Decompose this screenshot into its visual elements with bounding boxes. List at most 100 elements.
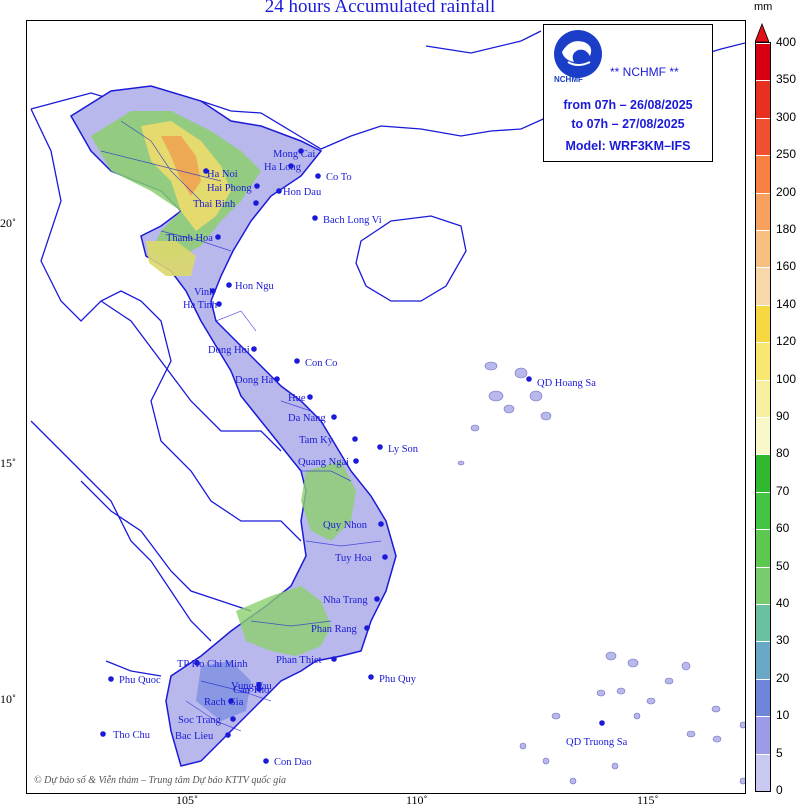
place-label: Rach Gia [204,697,244,708]
lon-tick-label: 115˚ [637,793,659,807]
place-label: Bac Lieu [175,731,214,742]
colorbar-segment [756,117,770,156]
colorbar-segment [756,304,770,343]
place-dot [312,215,318,221]
place-label: Hon Dau [283,187,322,198]
place-label: Dong Ha [235,375,274,386]
place-marker: Ly Son [377,444,419,455]
colorbar-segment [756,641,770,679]
colorbar-segment [756,753,770,791]
colorbar-level-label: 40 [776,596,790,610]
province-lines [100,120,382,732]
credit-text: © Dự báo số & Viễn thám – Trung tâm Dự b… [34,775,287,786]
place-label: Tho Chu [113,730,151,741]
colorbar-level-label: 250 [776,147,797,162]
colorbar-segment [756,566,770,604]
place-label: Co To [326,172,352,183]
place-marker: QD Truong Sa [566,720,628,748]
place-label: QD Hoang Sa [537,378,596,389]
lat-tick-label: 20˚ [0,216,16,230]
colorbar-segment [756,604,770,642]
model-name: Model: WRF3KM–IFS [565,139,691,153]
place-marker: Hon Ngu [226,281,275,292]
colorbar-segment [756,267,770,305]
place-dot [526,376,532,382]
period-from: from 07h – 26/08/2025 [563,98,693,112]
rain-zone-central [301,461,356,541]
lon-tick-label: 110˚ [406,793,428,807]
place-marker: Tho Chu [100,730,151,741]
place-marker: Da Nang [288,413,337,424]
place-label: Thai Binh [193,199,236,210]
colorbar [755,42,771,792]
place-dot [377,444,383,450]
rain-zone-thanhhoa [146,241,196,276]
place-marker: Ha Tinh [183,300,222,311]
place-marker: Vung Tau [231,681,272,692]
colorbar-level-label: 90 [776,409,790,423]
place-dot [256,682,262,688]
place-marker: Dong Ha [235,375,280,386]
colorbar-level-label: 120 [776,334,797,349]
colorbar-level-label: 160 [776,259,797,274]
hainan-island [355,215,467,302]
place-dot [194,660,200,666]
colorbar-level-label: 5 [776,745,783,760]
colorbar-segment [756,529,770,567]
colorbar-segment [756,678,770,717]
org-name: ** NCHMF ** [610,65,679,79]
colorbar-level-label: 300 [776,109,797,124]
place-label: TP Ho Chi Minh [177,659,248,670]
place-label: Nha Trang [323,595,368,606]
place-marker: Soc Trang [178,715,236,726]
place-marker: Quy Nhon [323,520,384,531]
colorbar-segment [756,80,770,118]
hoang-sa-islands [457,361,552,466]
colorbar-level-label: 200 [776,184,797,199]
colorbar-segment [756,230,770,268]
place-label: Soc Trang [178,715,222,726]
place-dot [254,183,260,189]
place-dot [216,301,222,307]
colorbar-segment [756,454,770,492]
place-marker: Bach Long Vi [312,215,382,226]
lon-tick-label: 105˚ [176,793,198,807]
place-dot [378,521,384,527]
place-label: Vinh [194,287,215,298]
place-label: Phan Rang [311,624,358,635]
colorbar-level-label: 350 [776,72,797,87]
place-marker: Tam Ky [299,435,358,446]
place-marker: Co To [315,172,352,183]
place-label: Hon Ngu [235,281,275,292]
place-dot [352,436,358,442]
place-label: Quy Nhon [323,520,368,531]
rainfall-map: Mong Cai Ha Long Co To Ha Noi Hai Phong Hon D… [30,30,745,785]
colorbar-level-label: 140 [776,296,797,311]
place-label: Con Dao [274,757,312,768]
place-marker: Hai Phong [207,183,260,194]
place-label: Hue [288,393,306,404]
lat-tick-label: 15˚ [0,456,16,470]
place-dot [374,596,380,602]
place-marker: Phan Thiet [276,655,337,666]
colorbar-level-label: 10 [776,708,790,723]
place-dot [100,731,106,737]
place-marker: QD Hoang Sa [526,376,596,389]
place-dot [331,656,337,662]
place-marker: Dong Hoi [208,345,257,356]
rain-zone-mekong [196,661,251,721]
place-marker: Hue [288,393,313,404]
place-marker: Hon Dau [276,187,322,198]
place-marker: Bac Lieu [175,731,231,742]
place-dot [230,716,236,722]
place-dot [331,414,337,420]
colorbar-segment [756,379,770,417]
colorbar-segment [756,716,770,754]
colorbar-segment [756,155,770,193]
place-label: Tam Ky [299,435,334,446]
place-dot [215,234,221,240]
place-dot [108,676,114,682]
lat-tick-label: 10˚ [0,692,16,706]
place-dot [276,188,282,194]
place-marker: Tuy Hoa [335,553,388,564]
